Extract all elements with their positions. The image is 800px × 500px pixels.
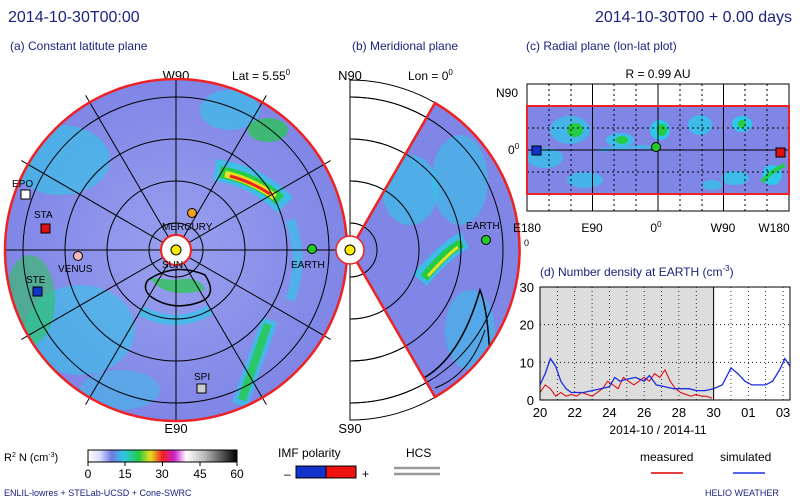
x-tick-label: 22	[567, 405, 581, 420]
panel-c-x-sub-label: 0	[524, 238, 529, 248]
panel-c-ste-marker	[531, 145, 542, 156]
hcs-title: HCS	[406, 446, 431, 460]
svg-text:MERCURY: MERCURY	[162, 222, 213, 233]
hcs-swatch	[394, 466, 440, 476]
body-sta: STA	[34, 210, 53, 234]
imf-plus-sign: +	[362, 467, 369, 481]
colorbar	[87, 449, 238, 463]
panel-c-radius-label: R = 0.99 AU	[625, 67, 690, 81]
x-tick-label: 30	[706, 405, 720, 420]
panel-b-lon-label: Lon = 00	[408, 68, 453, 83]
y-tick-label: 0	[527, 393, 534, 408]
chart-ticks: 0 10 20 30 20 22 24 26 28 30 01 03	[520, 280, 791, 420]
body-ste: STE	[26, 275, 46, 297]
colorbar-tick-3: 45	[193, 467, 207, 481]
imf-negative-swatch	[295, 465, 327, 479]
imf-positive-swatch	[325, 465, 357, 479]
panel-c-sta-marker	[775, 147, 786, 158]
svg-text:EARTH: EARTH	[466, 221, 500, 232]
credits-text: ENLIL-lowres + STELab-UCSD + Cone-SWRC	[4, 488, 192, 498]
panel-b-earth: EARTH	[466, 221, 500, 245]
svg-text:VENUS: VENUS	[58, 264, 93, 275]
chart-frame	[539, 286, 791, 401]
chart-x-axis-label: 2014-10 / 2014-11	[609, 423, 707, 437]
imf-minus-sign: –	[284, 467, 291, 481]
imf-polarity-title: IMF polarity	[278, 446, 341, 460]
elapsed-time-label: 2014-10-30T00 + 0.00 days	[595, 9, 792, 26]
colorbar-tick-1: 15	[118, 467, 132, 481]
body-earth: EARTH	[291, 244, 325, 271]
y-tick-label: 10	[520, 355, 534, 370]
x-tick-label: 26	[637, 405, 651, 420]
panel-c-xtick-0: 00	[650, 220, 662, 235]
colorbar-tick-2: 30	[155, 467, 169, 481]
panel-c-xtick-e180: E180	[513, 221, 541, 235]
x-tick-label: 03	[776, 405, 790, 420]
panel-c-y-top: N90	[496, 86, 518, 100]
panel-a-title: (a) Constant latitute plane	[10, 39, 148, 53]
x-tick-label: 28	[672, 405, 686, 420]
panel-c-title: (c) Radial plane (lon-lat plot)	[526, 39, 677, 53]
panel-d-title: (d) Number density at EARTH (cm-3)	[540, 264, 734, 279]
svg-text:STA: STA	[34, 210, 53, 221]
panel-c-earth-marker	[651, 142, 661, 152]
svg-text:STE: STE	[26, 275, 46, 286]
panel-c-xtick-w90: W90	[711, 221, 736, 235]
panel-b-sun-marker	[344, 244, 356, 256]
sun-label: SUN	[162, 260, 183, 271]
brand-text: HELIO WEATHER	[705, 488, 779, 498]
x-tick-label: 24	[602, 405, 616, 420]
panel-b-meridional-map	[335, 79, 521, 421]
y-tick-label: 20	[520, 318, 534, 333]
body-mercury: MERCURY	[162, 208, 213, 233]
sun-marker	[170, 244, 182, 256]
body-venus: VENUS	[58, 251, 93, 275]
panel-a-lat-label: Lat = 5.550	[232, 68, 291, 83]
panel-b-top-label: N90	[338, 68, 362, 83]
panel-a-bottom-label: E90	[164, 421, 187, 436]
legend-measured-label: measured	[640, 450, 693, 464]
body-spi: SPI	[194, 372, 210, 394]
simulated-series-line	[540, 357, 790, 394]
date-time-label: 2014-10-30T00:00	[8, 9, 140, 26]
colorbar-ticks	[87, 462, 238, 466]
svg-text:SPI: SPI	[194, 372, 210, 383]
svg-text:EPO: EPO	[12, 179, 33, 190]
y-tick-label: 30	[520, 280, 534, 295]
colorbar-tick-0: 0	[85, 467, 92, 481]
panel-b-bottom-label: S90	[338, 421, 361, 436]
panel-c-y-mid: 00	[508, 142, 520, 157]
x-tick-label: 01	[741, 405, 755, 420]
panel-c-xtick-w180: W180	[758, 221, 790, 235]
colorbar-tick-4: 60	[230, 467, 244, 481]
legend-simulated-label: simulated	[720, 450, 771, 464]
density-chart: 0 10 20 30 20 22 24 26 28 30 01 03	[520, 280, 791, 420]
x-tick-label: 20	[533, 405, 547, 420]
colorbar-label: R2 N (cm-3)	[4, 452, 58, 464]
body-epo: EPO	[12, 179, 33, 200]
panel-b-title: (b) Meridional plane	[352, 39, 458, 53]
svg-text:EARTH: EARTH	[291, 260, 325, 271]
panel-c-xtick-e90: E90	[581, 221, 603, 235]
